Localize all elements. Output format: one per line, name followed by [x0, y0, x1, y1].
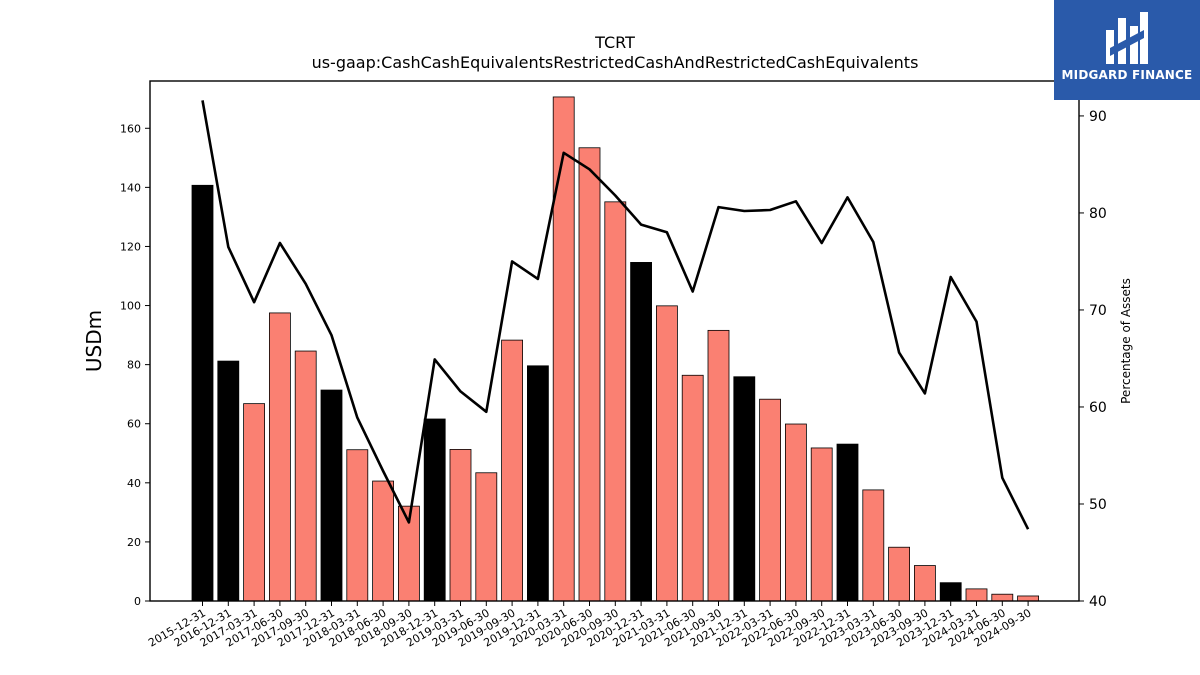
bar: [733, 376, 756, 602]
logo-mark-icon: [1106, 12, 1148, 64]
bar: [449, 449, 472, 602]
bar: [527, 365, 549, 602]
bar: [785, 423, 807, 602]
bar: [268, 312, 291, 602]
y-tick-label: 20: [127, 536, 141, 549]
axes: 0204060801001201401604050607080902015-12…: [120, 80, 1107, 650]
bar: [501, 339, 524, 602]
bar: [939, 582, 962, 602]
y2-tick-label: 50: [1089, 497, 1107, 513]
bar: [656, 305, 678, 602]
bar: [294, 350, 317, 602]
bar: [914, 565, 936, 602]
y-axis-label: USDm: [82, 310, 106, 372]
chart-title: TCRT: [594, 33, 635, 52]
bar: [346, 449, 369, 602]
bar: [810, 447, 833, 602]
bar: [475, 472, 498, 602]
bar: [578, 147, 601, 602]
bar: [836, 443, 859, 602]
bar: [991, 593, 1014, 602]
logo-text: MIDGARD FINANCE: [1061, 68, 1193, 82]
pct-assets-line: [201, 100, 1030, 530]
bar: [191, 184, 214, 602]
bar: [1017, 595, 1039, 602]
bar: [243, 403, 266, 602]
line-group: [201, 100, 1030, 530]
y-tick-label: 160: [120, 122, 141, 135]
bar: [888, 546, 910, 602]
y-tick-label: 40: [127, 477, 141, 490]
bar: [862, 489, 885, 602]
y2-tick-label: 70: [1089, 303, 1107, 319]
y2-tick-label: 40: [1089, 594, 1107, 610]
y2-tick-label: 90: [1089, 109, 1107, 125]
bar: [759, 398, 781, 602]
y-tick-label: 60: [127, 418, 141, 431]
y-tick-label: 100: [120, 300, 141, 313]
y2-axis-label: Percentage of Assets: [1119, 278, 1133, 404]
y-tick-label: 80: [127, 359, 141, 372]
bar: [707, 329, 730, 602]
bar: [372, 480, 395, 602]
bar: [681, 374, 704, 602]
chart-subtitle: us-gaap:CashCashEquivalentsRestrictedCas…: [312, 53, 919, 72]
bar: [217, 360, 240, 602]
bar: [552, 96, 575, 602]
bar: [630, 262, 652, 602]
y-tick-label: 0: [134, 595, 141, 608]
brand-logo: MIDGARD FINANCE: [1054, 0, 1200, 100]
bar-group: [191, 96, 1039, 602]
bar: [965, 588, 988, 602]
y-tick-label: 120: [120, 240, 141, 253]
y-tick-label: 140: [120, 181, 141, 194]
bar: [604, 201, 627, 602]
y2-tick-label: 60: [1089, 400, 1107, 416]
bar: [320, 389, 343, 602]
y2-tick-label: 80: [1089, 206, 1107, 222]
bar: [423, 418, 446, 602]
plot-frame: [149, 80, 1080, 602]
